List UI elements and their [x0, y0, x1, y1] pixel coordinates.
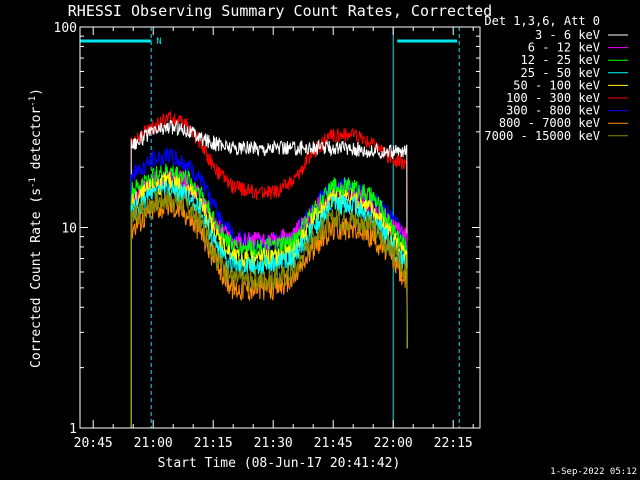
axes: 20:45 21:00 21:15 21:30 21:45 22:00 22:15 1 10 10…: [54, 21, 481, 451]
legend-label-5: 100 - 300 keV: [506, 91, 600, 105]
x-axis-label: Start Time (08-Jun-17 20:41:42): [158, 456, 401, 471]
y-tick-label-0: 1: [69, 422, 77, 437]
series-line-0: [130, 119, 408, 428]
chart-title: RHESSI Observing Summary Count Rates, Co…: [68, 2, 492, 20]
night-flag-label: N: [156, 37, 161, 47]
legend-label-8: 7000 - 15000 keV: [484, 129, 600, 143]
x-tick-label-0: 20:45: [74, 436, 113, 451]
x-tick-label-4: 21:45: [314, 436, 353, 451]
plot-area: N: [79, 27, 460, 428]
x-tick-label-3: 21:30: [254, 436, 293, 451]
legend-label-3: 25 - 50 keV: [521, 66, 600, 80]
legend-label-2: 12 - 25 keV: [521, 53, 600, 67]
x-tick-label-2: 21:15: [194, 436, 233, 451]
y-axis-label: Corrected Count Rate (s-1 detector-1): [28, 88, 44, 368]
legend-label-7: 800 - 7000 keV: [499, 116, 600, 130]
timestamp-label: 1-Sep-2022 05:12: [550, 467, 637, 477]
x-tick-label-6: 22:15: [434, 436, 473, 451]
legend-label-1: 6 - 12 keV: [528, 41, 600, 55]
x-tick-label-1: 21:00: [134, 436, 173, 451]
legend-label-6: 300 - 800 keV: [506, 104, 600, 118]
x-tick-label-5: 22:00: [374, 436, 413, 451]
legend-label-4: 50 - 100 keV: [513, 78, 600, 92]
y-tick-label-2: 100: [54, 21, 77, 36]
legend-label-0: 3 - 6 keV: [535, 28, 600, 42]
legend-title: Det 1,3,6, Att 0: [484, 14, 600, 28]
series-line-8: [130, 189, 408, 428]
y-tick-label-1: 10: [61, 222, 77, 237]
series-line-7: [130, 194, 408, 428]
